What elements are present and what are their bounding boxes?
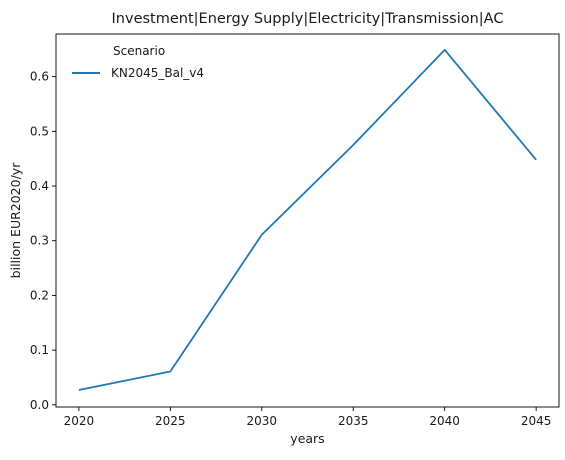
chart-title: Investment|Energy Supply|Electricity|Tra… <box>112 11 504 27</box>
series-line <box>78 48 537 391</box>
y-tick-label: 0.0 <box>30 398 49 412</box>
y-tick-label: 0.1 <box>30 343 49 357</box>
x-tick-label: 2025 <box>155 414 186 428</box>
y-axis-label: billion EUR2020/yr <box>8 162 23 279</box>
x-axis-label: years <box>290 431 324 446</box>
y-tick-label: 0.2 <box>30 288 49 302</box>
legend-title: Scenario <box>113 44 165 58</box>
y-tick-label: 0.3 <box>30 234 49 248</box>
legend: Scenario KN2045_Bal_v4 <box>72 44 204 80</box>
y-tick-label: 0.5 <box>30 124 49 138</box>
plot-area <box>55 33 560 408</box>
x-axis: 2020 2025 2030 2035 2040 2045 <box>64 407 552 428</box>
x-tick-label: 2020 <box>64 414 95 428</box>
x-tick-label: 2045 <box>521 414 552 428</box>
y-tick-label: 0.4 <box>30 179 49 193</box>
y-axis: 0.0 0.1 0.2 0.3 0.4 0.5 0.6 <box>30 70 56 412</box>
x-tick-label: 2030 <box>246 414 277 428</box>
series-layer <box>78 48 537 391</box>
y-tick-label: 0.6 <box>30 70 49 84</box>
legend-entry-label: KN2045_Bal_v4 <box>111 66 204 80</box>
plot-frame <box>55 33 560 408</box>
x-tick-label: 2035 <box>338 414 369 428</box>
x-tick-label: 2040 <box>429 414 460 428</box>
